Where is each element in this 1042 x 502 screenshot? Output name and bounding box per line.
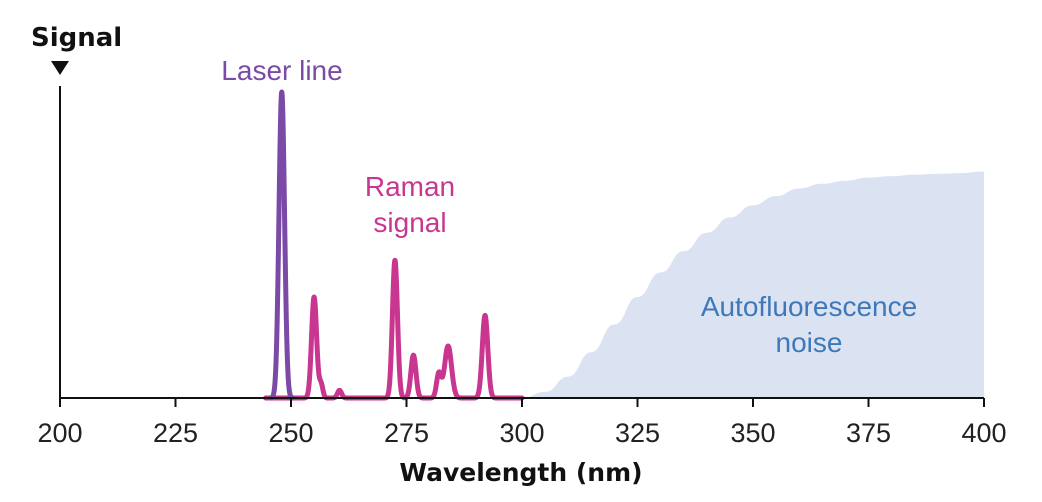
- x-tick-label: 225: [153, 418, 198, 448]
- x-axis-label: Wavelength (nm): [399, 458, 642, 487]
- x-tick-label: 375: [846, 418, 891, 448]
- x-tick-label: 325: [615, 418, 660, 448]
- x-tick-label: 300: [499, 418, 544, 448]
- y-axis-arrow-icon: [51, 61, 69, 75]
- autofluorescence-label-line1: Autofluorescence: [701, 291, 917, 322]
- y-axis-label: Signal: [31, 23, 122, 53]
- autofluorescence-noise-area: [522, 171, 984, 398]
- x-tick-label: 275: [384, 418, 429, 448]
- raman-signal-line: [263, 257, 525, 401]
- tick-layer: 200 225 250 275 300 325 350 375 400: [37, 398, 1007, 448]
- x-tick-label: 200: [37, 418, 82, 448]
- x-tick-label: 350: [730, 418, 775, 448]
- raman-signal-label-line2: signal: [373, 207, 446, 238]
- laser-line-peak: [268, 89, 296, 401]
- x-tick-label: 400: [961, 418, 1006, 448]
- laser-line-label: Laser line: [221, 55, 342, 86]
- peak-lines-layer: [263, 89, 525, 401]
- autofluorescence-label-line2: noise: [776, 327, 843, 358]
- x-tick-label: 250: [268, 418, 313, 448]
- noise-layer: [522, 171, 984, 398]
- raman-signal-label-line1: Raman: [365, 171, 455, 202]
